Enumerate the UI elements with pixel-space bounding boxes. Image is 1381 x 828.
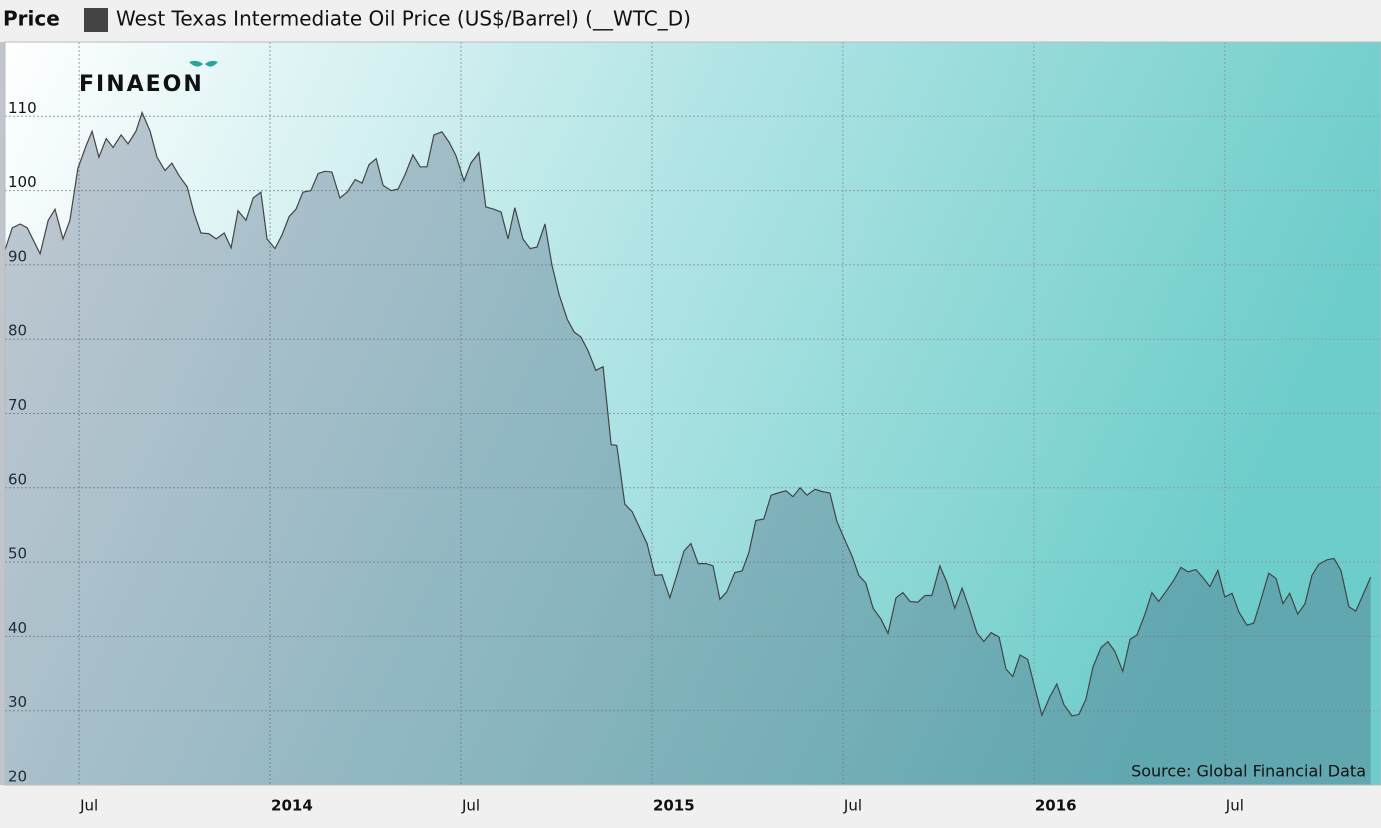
x-tick-label: Jul [843, 797, 862, 815]
y-tick-label: 110 [8, 99, 37, 117]
y-tick-label: 90 [8, 247, 27, 265]
y-tick-label: 30 [8, 693, 27, 711]
left-strip [0, 42, 5, 785]
logo-text: FINAEON [79, 72, 204, 97]
y-tick-label: 60 [8, 470, 27, 488]
plot: 20 30 40 50 60 70 80 90 100 110 Jul 2014 Jul 2015 Jul 2… [4, 41, 1381, 815]
axis-label: Price [3, 7, 60, 31]
x-tick-label: 2015 [653, 797, 695, 815]
y-tick-label: 80 [8, 322, 27, 340]
logo-leaf [189, 60, 218, 67]
x-tick-label: Jul [461, 797, 480, 815]
y-tick-label: 40 [8, 619, 27, 637]
y-tick-label: 50 [8, 545, 27, 563]
line [4, 110, 1372, 718]
x-tick-label: Jul [79, 797, 98, 815]
plot-border [4, 41, 1381, 786]
y-tick-label: 20 [8, 768, 27, 786]
x-tick-label: Jul [1225, 797, 1244, 815]
source-note: Source: Global Financial Data [1131, 762, 1366, 781]
y-tick-label: 100 [8, 173, 37, 191]
x-tick-label: 2014 [271, 797, 313, 815]
logo: FINAEON [79, 60, 218, 97]
y-tick-label: 70 [8, 396, 27, 414]
area [5, 112, 1371, 786]
legend-label: West Texas Intermediate Oil Price (US$/B… [116, 7, 691, 31]
x-tick-label: 2016 [1035, 797, 1077, 815]
legend-swatch [84, 8, 108, 32]
